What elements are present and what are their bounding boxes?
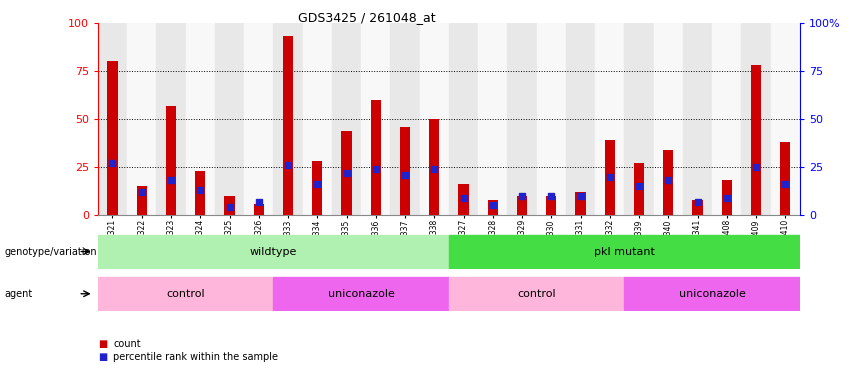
Bar — [507, 23, 537, 215]
Bar — [663, 150, 673, 215]
Bar — [595, 23, 625, 215]
Bar — [741, 23, 771, 215]
Bar — [400, 127, 410, 215]
Text: pkl mutant: pkl mutant — [594, 247, 655, 257]
Bar — [195, 171, 205, 215]
Bar — [98, 235, 449, 268]
Bar — [98, 23, 127, 215]
Bar — [341, 131, 351, 215]
Bar — [625, 23, 654, 215]
Text: agent: agent — [4, 289, 32, 299]
Bar — [693, 200, 703, 215]
Bar — [566, 23, 595, 215]
Bar — [448, 23, 478, 215]
Bar — [459, 184, 469, 215]
Bar — [634, 163, 644, 215]
Bar — [371, 100, 381, 215]
Text: GDS3425 / 261048_at: GDS3425 / 261048_at — [298, 12, 436, 25]
Bar — [683, 23, 712, 215]
Bar — [312, 161, 323, 215]
Bar — [625, 277, 800, 310]
Bar — [429, 119, 439, 215]
Bar — [478, 23, 507, 215]
Text: ■: ■ — [98, 352, 107, 362]
Bar — [244, 23, 273, 215]
Bar — [751, 65, 761, 215]
Bar — [157, 23, 186, 215]
Bar — [605, 140, 615, 215]
Bar — [273, 23, 303, 215]
Text: control: control — [166, 289, 205, 299]
Bar — [98, 277, 273, 310]
Bar — [186, 23, 214, 215]
Bar — [780, 142, 791, 215]
Text: control: control — [517, 289, 556, 299]
Bar — [214, 23, 244, 215]
Bar — [449, 235, 800, 268]
Bar — [225, 196, 235, 215]
Bar — [722, 180, 732, 215]
Bar — [391, 23, 420, 215]
Text: percentile rank within the sample: percentile rank within the sample — [113, 352, 278, 362]
Bar — [361, 23, 391, 215]
Bar — [332, 23, 361, 215]
Text: uniconazole: uniconazole — [328, 289, 395, 299]
Bar — [537, 23, 566, 215]
Bar — [712, 23, 741, 215]
Bar — [517, 196, 527, 215]
Bar — [575, 192, 585, 215]
Text: ■: ■ — [98, 339, 107, 349]
Bar — [137, 186, 147, 215]
Bar — [303, 23, 332, 215]
Bar — [254, 204, 264, 215]
Bar — [107, 61, 117, 215]
Text: wildtype: wildtype — [249, 247, 297, 257]
Bar — [449, 277, 625, 310]
Bar — [420, 23, 448, 215]
Bar — [283, 36, 293, 215]
Bar — [546, 196, 557, 215]
Text: genotype/variation: genotype/variation — [4, 247, 97, 257]
Text: count: count — [113, 339, 140, 349]
Bar — [127, 23, 157, 215]
Bar — [654, 23, 683, 215]
Text: uniconazole: uniconazole — [679, 289, 745, 299]
Bar — [166, 106, 176, 215]
Bar — [273, 277, 448, 310]
Bar — [771, 23, 800, 215]
Bar — [488, 200, 498, 215]
